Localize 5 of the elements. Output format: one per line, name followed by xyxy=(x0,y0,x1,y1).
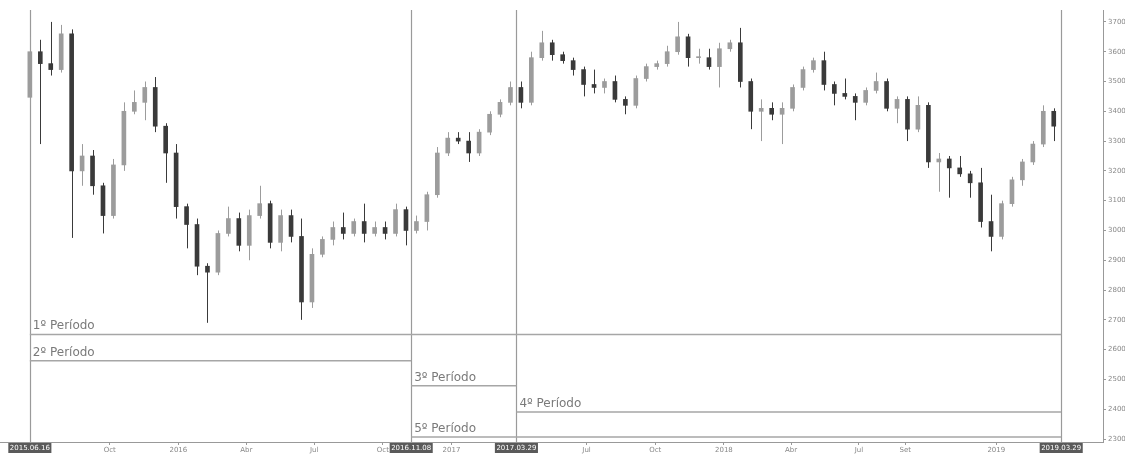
series-label: 3º Período xyxy=(414,369,477,384)
series-label: 5º Período xyxy=(414,420,477,435)
series-label: 2º Período xyxy=(32,344,95,359)
series-label: 1º Período xyxy=(32,318,95,333)
series-label: 4º Período xyxy=(519,395,582,410)
